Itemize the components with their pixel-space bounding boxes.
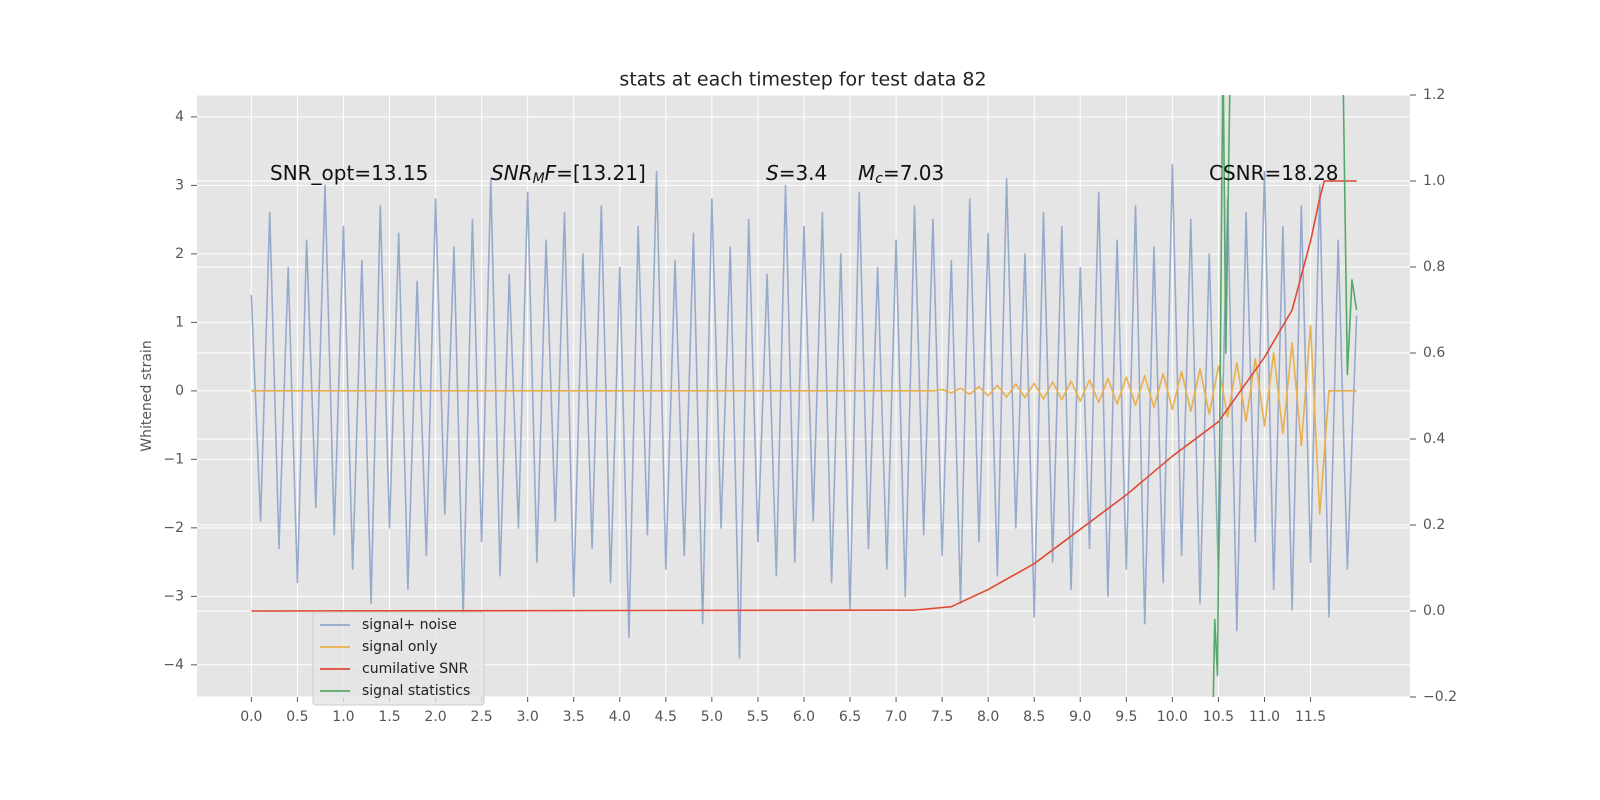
x-tick-label: 10.0 — [1157, 709, 1188, 725]
x-tick-label: 10.5 — [1203, 709, 1234, 725]
x-tick-label: 7.5 — [931, 709, 953, 725]
x-tick-label: 8.5 — [1023, 709, 1045, 725]
legend-box — [312, 611, 485, 706]
x-tick-label: 9.0 — [1069, 709, 1091, 725]
y-tick-label: 1 — [175, 314, 184, 330]
y-tick-label: −4 — [163, 657, 184, 673]
y2-tick-label: −0.2 — [1423, 689, 1457, 705]
annotation-part: S — [766, 161, 779, 185]
series-line — [251, 180, 1357, 612]
annotation-part: SNR_opt=13.15 — [270, 161, 428, 185]
annotation-part: SNR — [491, 161, 533, 185]
y2-tick-label: 0.2 — [1423, 517, 1445, 533]
x-tick-label: 9.5 — [1115, 709, 1137, 725]
x-tick-label: 6.5 — [839, 709, 861, 725]
annotation: CSNR=18.28 — [1209, 161, 1339, 185]
x-tick-label: 4.0 — [609, 709, 631, 725]
x-tick-label: 2.5 — [470, 709, 492, 725]
x-tick-label: 11.5 — [1295, 709, 1326, 725]
annotation-part: =3.4 — [779, 161, 828, 185]
annotation-part: M — [858, 161, 875, 185]
legend-label: cumilative SNR — [362, 661, 469, 677]
legend-label: signal only — [362, 639, 437, 655]
y2-tick-label: 0.6 — [1423, 345, 1445, 361]
annotation: SNR_opt=13.15 — [270, 161, 428, 185]
y2-tick-label: 1.2 — [1423, 87, 1445, 103]
x-tick-label: 8.0 — [977, 709, 999, 725]
y-axis-label: Whitened strain — [139, 340, 155, 451]
legend-label: signal statistics — [362, 683, 470, 699]
y2-tick-label: 0.8 — [1423, 259, 1445, 275]
y-tick-label: 4 — [175, 109, 184, 125]
series-line — [251, 325, 1357, 515]
annotation-part: M — [533, 171, 545, 187]
annotation: S=3.4 — [766, 161, 827, 185]
x-tick-label: 6.0 — [793, 709, 815, 725]
y2-tick-label: 0.4 — [1423, 431, 1445, 447]
y2-tick-label: 1.0 — [1423, 173, 1445, 189]
y-tick-label: −3 — [163, 588, 184, 604]
annotation-part: =7.03 — [883, 161, 944, 185]
annotation-part: c — [875, 171, 883, 187]
x-tick-label: 5.5 — [747, 709, 769, 725]
y-tick-label: 2 — [175, 246, 184, 262]
y-tick-label: 0 — [175, 383, 184, 399]
y-tick-label: −1 — [163, 451, 184, 467]
x-tick-label: 7.0 — [885, 709, 907, 725]
legend-label: signal+ noise — [362, 617, 457, 633]
x-tick-label: 11.0 — [1249, 709, 1280, 725]
x-tick-label: 3.5 — [563, 709, 585, 725]
x-tick-label: 1.0 — [332, 709, 354, 725]
x-tick-label: 3.0 — [517, 709, 539, 725]
y-tick-label: 3 — [175, 177, 184, 193]
annotation-part: CSNR=18.28 — [1209, 161, 1339, 185]
y-tick-label: −2 — [163, 520, 184, 536]
x-tick-label: 5.0 — [701, 709, 723, 725]
series-line — [1212, 95, 1358, 697]
y2-tick-label: 0.0 — [1423, 603, 1445, 619]
series-line — [250, 164, 1358, 659]
annotation-part: =[13.21] — [556, 161, 646, 185]
x-tick-label: 2.0 — [424, 709, 446, 725]
annotation-part: F — [545, 161, 557, 185]
annotation: Mc=7.03 — [858, 161, 944, 188]
chart-title: stats at each timestep for test data 82 — [619, 69, 986, 91]
x-tick-label: 0.0 — [240, 709, 262, 725]
x-tick-label: 1.5 — [378, 709, 400, 725]
x-tick-label: 0.5 — [286, 709, 308, 725]
x-tick-label: 4.5 — [655, 709, 677, 725]
annotation: SNRMF=[13.21] — [491, 161, 646, 188]
